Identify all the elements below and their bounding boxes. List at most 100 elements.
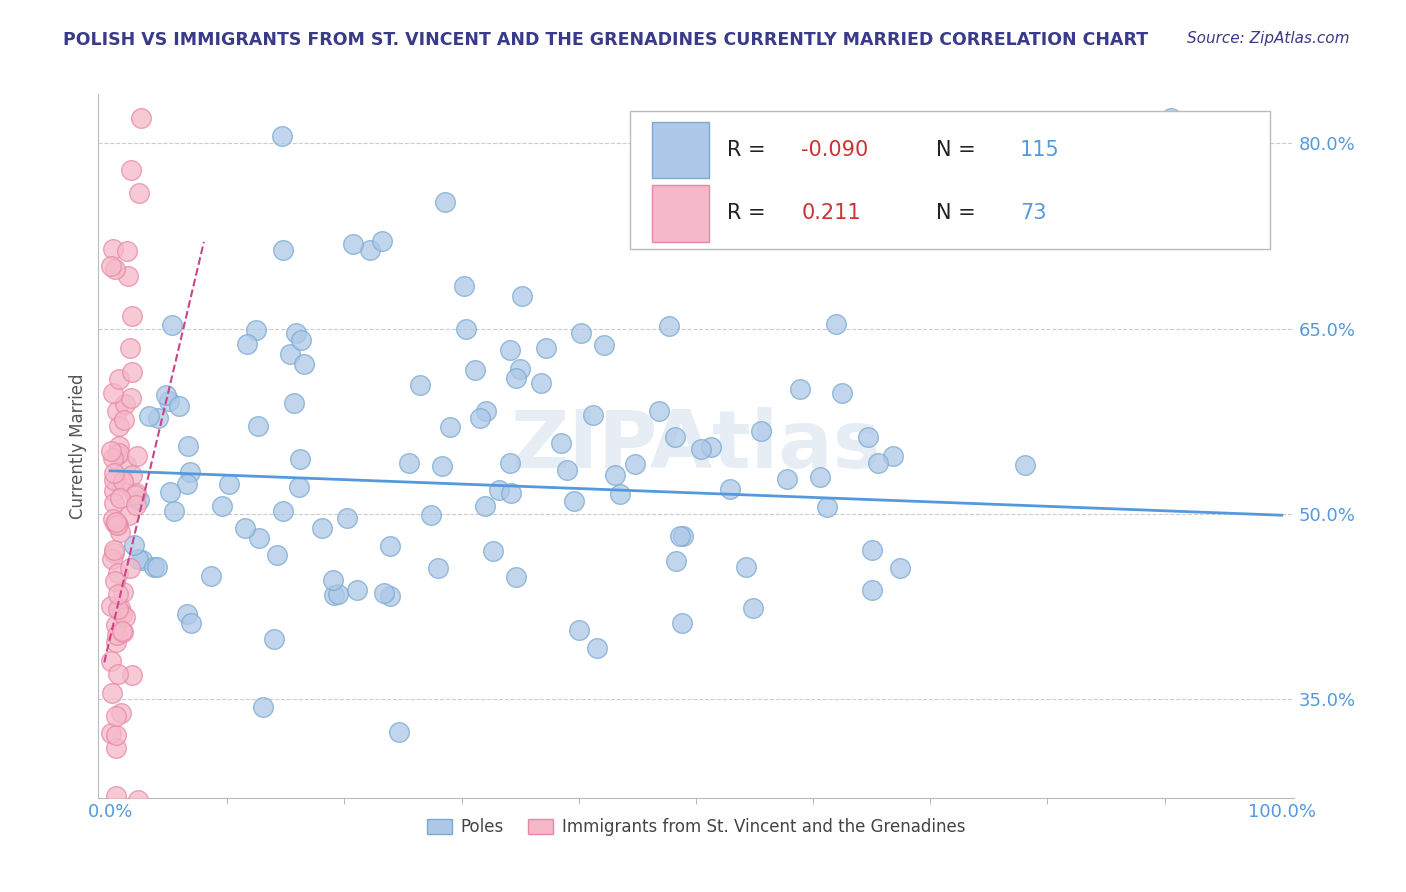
Point [263,632,285,646]
Point [808,470,831,484]
Point [398,456,420,470]
Text: R =: R = [727,203,772,224]
Point [180,616,202,631]
Point [605,468,627,483]
Point [288,452,311,467]
Point [118,561,141,575]
Point [474,499,496,513]
Point [505,371,527,385]
Point [371,234,394,248]
Point [323,588,346,602]
Point [100,444,122,458]
Point [117,244,139,258]
Point [107,602,129,616]
Point [690,442,713,456]
Point [336,511,359,525]
Point [110,706,132,721]
Point [100,260,122,274]
Point [176,607,198,621]
Point [271,243,294,257]
Point [593,338,616,352]
Point [432,459,454,474]
Point [100,654,122,668]
Point [453,278,475,293]
Point [510,288,533,302]
Text: R =: R = [727,140,772,160]
Point [105,404,128,418]
Point [107,518,129,533]
Point [118,341,141,355]
Point [409,378,432,392]
Text: N =: N = [936,203,983,224]
Point [499,486,522,500]
Point [101,451,124,466]
Point [271,503,294,517]
Text: 73: 73 [1019,203,1046,224]
Point [107,566,129,580]
Point [488,483,510,498]
Point [499,343,522,357]
Point [624,457,647,471]
Point [117,268,139,283]
Point [105,516,128,531]
Point [569,326,592,340]
Point [120,162,142,177]
Point [420,508,443,523]
Point [468,411,491,425]
Point [104,740,127,755]
Point [439,419,461,434]
Point [131,553,153,567]
Point [380,589,402,603]
Point [155,388,177,402]
Point [121,309,143,323]
Point [124,538,146,552]
Point [114,610,136,624]
Point [856,430,879,444]
Point [104,574,127,589]
Point [550,436,572,450]
Point [426,561,449,575]
Point [105,708,128,723]
Point [105,635,128,649]
Point [107,517,129,532]
Point [218,476,240,491]
Point [118,508,141,522]
Point [104,789,127,804]
Point [111,624,134,639]
Point [127,793,149,807]
Point [464,363,486,377]
Point [107,667,129,681]
Text: POLISH VS IMMIGRANTS FROM ST. VINCENT AND THE GRENADINES CURRENTLY MARRIED CORRE: POLISH VS IMMIGRANTS FROM ST. VINCENT AN… [63,31,1149,49]
Point [200,568,222,582]
Point [815,500,838,514]
Point [326,587,349,601]
Point [266,548,288,562]
Point [121,468,143,483]
Text: -0.090: -0.090 [801,140,869,160]
Point [824,317,846,331]
Point [162,318,184,332]
Point [105,448,128,462]
Point [789,382,811,396]
Point [700,440,723,454]
Point [157,393,180,408]
Point [433,194,456,209]
Point [509,362,531,376]
Point [146,560,169,574]
Point [103,242,125,256]
Point [664,430,686,444]
Point [585,641,607,656]
Point [107,586,129,600]
Point [103,473,125,487]
Point [105,628,128,642]
Point [669,528,692,542]
Point [860,542,883,557]
Point [107,372,129,386]
Point [285,326,308,341]
Text: Source: ZipAtlas.com: Source: ZipAtlas.com [1187,31,1350,46]
Point [125,486,148,500]
Point [176,476,198,491]
Point [103,546,125,560]
Point [104,515,127,529]
Point [128,493,150,508]
